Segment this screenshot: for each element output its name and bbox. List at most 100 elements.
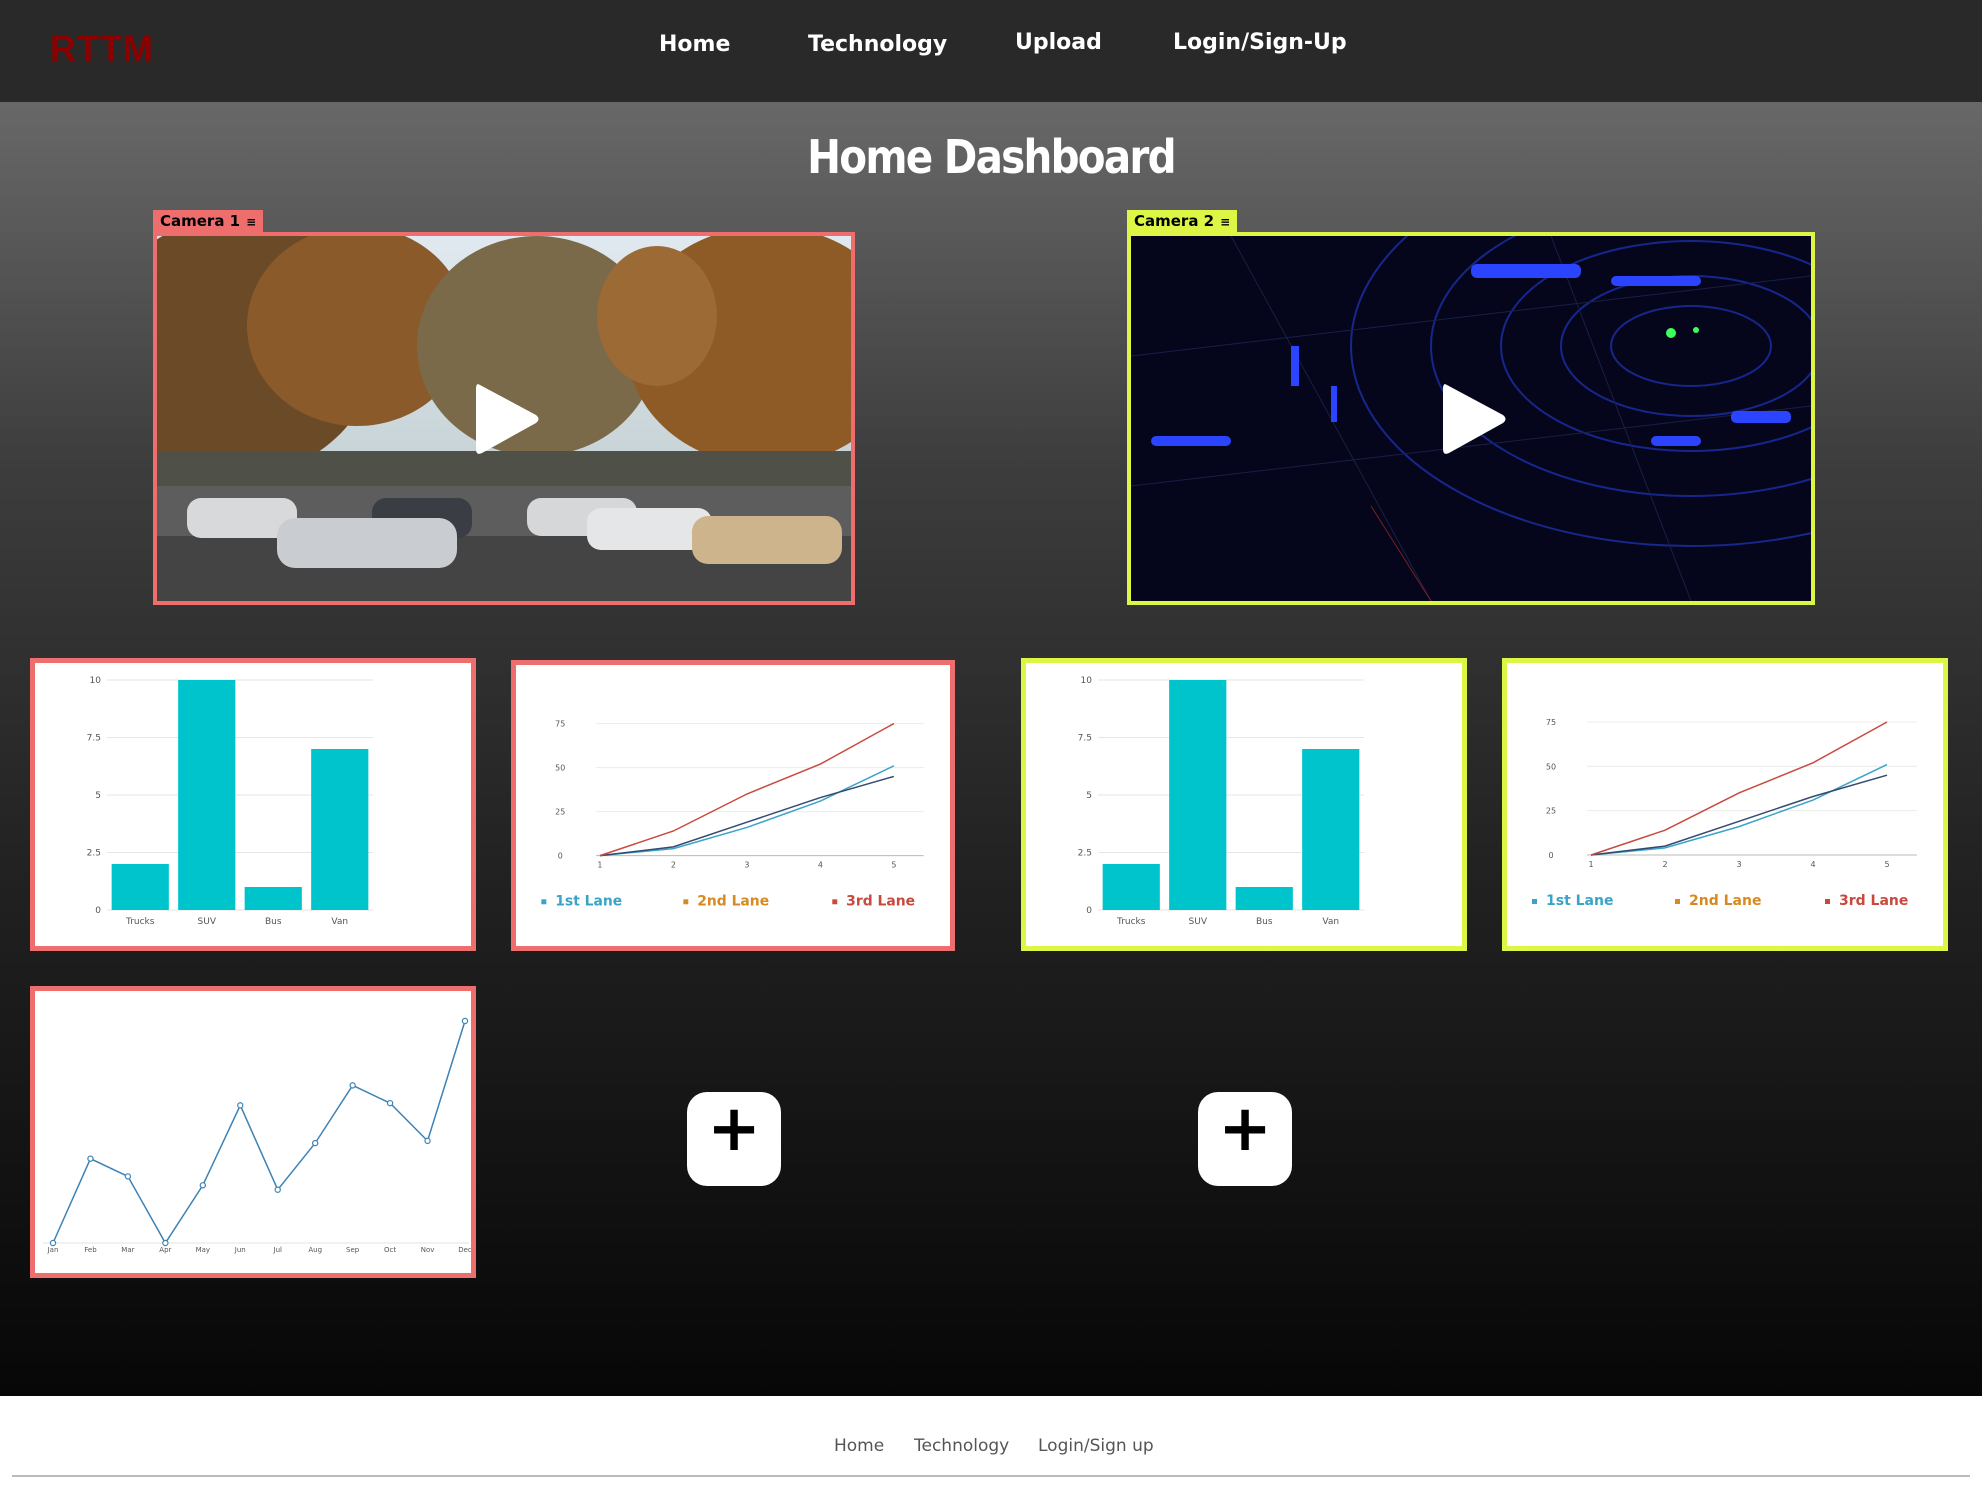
data-point [199, 1182, 207, 1189]
camera-1-vehicle-bar-chart[interactable]: 0 2.5 5 7.5 10 Trucks SUV Bus Van [30, 658, 476, 951]
x-tick-label: 4 [1810, 860, 1815, 869]
camera-1-monthly-line-chart[interactable]: Jan Feb Mar Apr May Jun Jul Aug Sep Oct Nov Dec [30, 986, 476, 1278]
camera-2-lane-line-chart[interactable]: 0 25 50 75 1 2 3 4 5 1st Lane 2nd Lane 3rd Lane [1502, 658, 1948, 951]
y-tick-label: 10 [1081, 676, 1093, 686]
series-line [599, 722, 895, 857]
play-icon[interactable] [462, 377, 546, 461]
x-tick-label: Nov [421, 1246, 435, 1254]
legend-label: 2nd Lane [1689, 893, 1761, 909]
data-point [274, 1186, 281, 1193]
y-tick-label: 25 [1546, 807, 1556, 816]
legend-marker [1825, 899, 1830, 904]
nav-login-signup[interactable]: Login/Sign-Up [1173, 30, 1347, 55]
x-tick-label: Jul [273, 1246, 283, 1254]
bar [1169, 680, 1227, 910]
x-tick-label: Bus [1256, 917, 1273, 927]
bar [1102, 864, 1160, 910]
y-tick-label: 50 [555, 764, 565, 773]
bar [1235, 887, 1293, 910]
data-point [386, 1099, 394, 1107]
plus-icon: + [707, 1092, 761, 1166]
x-tick-label: Dec [458, 1246, 471, 1254]
x-tick-label: Trucks [125, 917, 155, 927]
x-tick-label: Feb [84, 1246, 97, 1254]
camera-2-video[interactable] [1127, 232, 1815, 605]
nav-upload[interactable]: Upload [1015, 30, 1102, 55]
y-tick-label: 10 [90, 676, 102, 686]
y-tick-label: 7.5 [87, 734, 101, 744]
x-tick-label: 2 [671, 861, 676, 870]
y-tick-label: 2.5 [1078, 849, 1092, 859]
footer-divider [12, 1475, 1970, 1477]
legend-label: 2nd Lane [697, 893, 769, 909]
data-point [349, 1082, 356, 1089]
x-tick-label: SUV [1189, 917, 1208, 927]
series-line [1590, 774, 1888, 856]
y-tick-label: 75 [1546, 718, 1556, 727]
footer-link-login-signup[interactable]: Login/Sign up [1038, 1436, 1154, 1456]
legend-marker [1675, 899, 1680, 904]
camera-1-lane-line-chart[interactable]: 0 25 50 75 1 2 3 4 5 1st Lane 2nd Lane 3rd Lane [511, 660, 955, 951]
y-tick-label: 0 [1548, 851, 1553, 860]
x-tick-label: May [196, 1246, 210, 1254]
camera-2-vehicle-bar-chart[interactable]: 0 2.5 5 7.5 10 Trucks SUV Bus Van [1021, 658, 1467, 951]
nav-technology[interactable]: Technology [808, 32, 948, 57]
bar [244, 887, 302, 910]
legend-marker [1532, 899, 1537, 904]
camera-1-video[interactable] [153, 232, 855, 605]
y-tick-label: 50 [1546, 762, 1556, 771]
bar [1302, 749, 1360, 910]
data-point [49, 1239, 57, 1247]
x-tick-label: 1 [1588, 860, 1593, 869]
y-tick-label: 0 [1086, 906, 1092, 916]
y-tick-label: 5 [95, 791, 101, 801]
data-point [424, 1137, 431, 1145]
play-icon[interactable] [1429, 377, 1513, 461]
x-tick-label: SUV [198, 917, 217, 927]
x-tick-label: Trucks [1116, 917, 1146, 927]
camera-1-label: Camera 1 [160, 212, 241, 230]
y-tick-label: 2.5 [87, 849, 101, 859]
x-tick-label: 5 [1884, 860, 1889, 869]
data-point [237, 1102, 244, 1109]
x-tick-label: 3 [1736, 860, 1741, 869]
camera-1-tab[interactable]: Camera 1 ≡ [153, 210, 264, 232]
footer-link-technology[interactable]: Technology [914, 1436, 1010, 1456]
legend-label: 3rd Lane [846, 893, 915, 909]
x-tick-label: 1 [597, 861, 602, 870]
series-line [599, 765, 895, 857]
top-navbar: RTTM Home Technology Upload Login/Sign-U… [0, 0, 1982, 102]
lidar-video-frame [1131, 236, 1811, 601]
x-tick-label: Jun [234, 1246, 246, 1254]
nav-home[interactable]: Home [659, 32, 731, 57]
footer-link-home[interactable]: Home [834, 1436, 885, 1456]
menu-icon[interactable]: ≡ [246, 215, 257, 229]
camera-2-tab[interactable]: Camera 2 ≡ [1127, 210, 1238, 232]
menu-icon[interactable]: ≡ [1220, 215, 1231, 229]
x-tick-label: 3 [744, 861, 749, 870]
series-line [52, 1020, 466, 1245]
x-tick-label: Oct [384, 1246, 396, 1254]
line-chart-svg: 0 25 50 75 1 2 3 4 5 1st Lane 2nd Lane 3rd Lane [541, 720, 924, 909]
data-point [87, 1155, 94, 1162]
add-widget-button[interactable]: + [1198, 1092, 1292, 1186]
y-tick-label: 0 [95, 906, 101, 916]
bar-chart-svg: 0 2.5 5 7.5 10 Trucks SUV Bus Van [1078, 676, 1364, 927]
y-tick-label: 75 [555, 720, 565, 729]
data-point [461, 1017, 469, 1025]
y-tick-label: 7.5 [1078, 734, 1092, 744]
series-line [1590, 721, 1888, 856]
y-tick-label: 0 [558, 852, 563, 861]
x-tick-label: Van [1322, 917, 1339, 927]
add-widget-button[interactable]: + [687, 1092, 781, 1186]
data-point [311, 1139, 319, 1147]
camera-2-label: Camera 2 [1134, 212, 1215, 230]
x-tick-label: Bus [265, 917, 282, 927]
x-tick-label: Mar [121, 1246, 134, 1254]
site-logo[interactable]: RTTM [50, 28, 154, 69]
x-tick-label: Van [331, 917, 348, 927]
bar-chart-svg: 0 2.5 5 7.5 10 Trucks SUV Bus Van [87, 676, 373, 927]
x-tick-label: Apr [159, 1246, 171, 1254]
legend-marker [832, 899, 838, 905]
series-line [1590, 763, 1888, 856]
